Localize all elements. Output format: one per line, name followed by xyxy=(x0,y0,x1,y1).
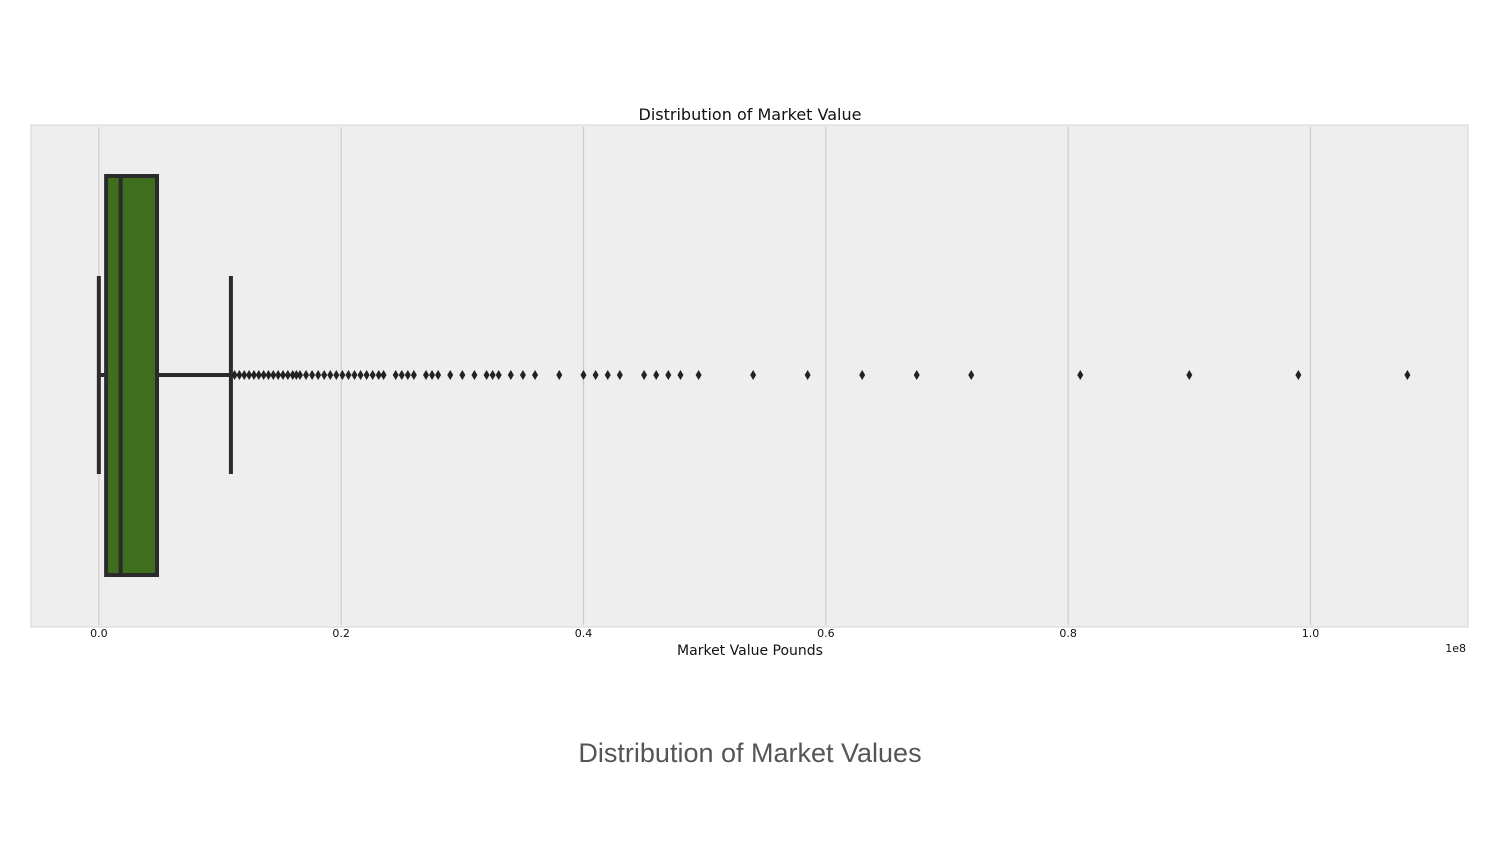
outlier-point xyxy=(519,370,526,380)
x-tick-label: 0.4 xyxy=(575,627,593,640)
outlier-point xyxy=(422,370,429,380)
x-axis-offset-label: 1e8 xyxy=(1445,642,1466,655)
outlier-point xyxy=(260,370,267,380)
outlier-point xyxy=(695,370,702,380)
outlier-point xyxy=(363,370,370,380)
box-group xyxy=(96,174,233,577)
x-gridlines xyxy=(98,127,1312,625)
outlier-point xyxy=(592,370,599,380)
x-tick-label: 0.2 xyxy=(332,627,350,640)
outlier-point xyxy=(351,370,358,380)
x-tick-labels: 0.0 0.2 0.4 0.6 0.8 1.0 xyxy=(90,627,1319,640)
outlier-point xyxy=(507,370,514,380)
outlier-points xyxy=(231,370,1411,380)
outlier-point xyxy=(357,370,364,380)
outlier-point xyxy=(309,370,316,380)
outlier-point xyxy=(380,370,387,380)
outlier-point xyxy=(296,370,303,380)
outlier-point xyxy=(410,370,417,380)
outlier-point xyxy=(580,370,587,380)
outlier-point xyxy=(333,370,340,380)
outlier-point xyxy=(447,370,454,380)
outlier-point xyxy=(321,370,328,380)
outlier-point xyxy=(275,370,282,380)
outlier-point xyxy=(327,370,334,380)
outlier-point xyxy=(968,370,975,380)
outlier-point xyxy=(604,370,611,380)
outlier-point xyxy=(255,370,262,380)
outlier-point xyxy=(435,370,442,380)
x-axis-label: Market Value Pounds xyxy=(677,643,823,659)
outlier-point xyxy=(859,370,866,380)
outlier-point xyxy=(459,370,466,380)
outlier-point xyxy=(369,370,376,380)
outlier-point xyxy=(616,370,623,380)
outlier-point xyxy=(236,370,243,380)
outlier-point xyxy=(489,370,496,380)
outlier-point xyxy=(495,370,502,380)
outlier-point xyxy=(804,370,811,380)
chart-title: Distribution of Market Value xyxy=(639,105,862,124)
outlier-point xyxy=(653,370,660,380)
outlier-point xyxy=(241,370,248,380)
slide-caption: Distribution of Market Values xyxy=(578,738,922,768)
x-tick-label: 1.0 xyxy=(1302,627,1320,640)
x-tick-label: 0.6 xyxy=(817,627,835,640)
outlier-point xyxy=(293,370,300,380)
outlier-point xyxy=(303,370,310,380)
outlier-point xyxy=(429,370,436,380)
outlier-point xyxy=(231,370,238,380)
outlier-point xyxy=(532,370,539,380)
outlier-point xyxy=(375,370,382,380)
outlier-point xyxy=(250,370,257,380)
outlier-point xyxy=(677,370,684,380)
outlier-point xyxy=(270,370,277,380)
outlier-point xyxy=(339,370,346,380)
outlier-point xyxy=(641,370,648,380)
outlier-point xyxy=(404,370,411,380)
outlier-point xyxy=(265,370,272,380)
outlier-point xyxy=(1295,370,1302,380)
outlier-point xyxy=(471,370,478,380)
outlier-point xyxy=(1077,370,1084,380)
outlier-point xyxy=(392,370,399,380)
outlier-point xyxy=(246,370,253,380)
outlier-point xyxy=(483,370,490,380)
outlier-point xyxy=(750,370,757,380)
outlier-point xyxy=(284,370,291,380)
outlier-point xyxy=(398,370,405,380)
outlier-point xyxy=(665,370,672,380)
x-tick-label: 0.0 xyxy=(90,627,108,640)
outlier-point xyxy=(289,370,296,380)
outlier-point xyxy=(345,370,352,380)
outlier-point xyxy=(913,370,920,380)
outlier-point xyxy=(315,370,322,380)
outlier-point xyxy=(556,370,563,380)
x-tick-label: 0.8 xyxy=(1059,627,1077,640)
iqr-box xyxy=(104,174,160,577)
outlier-point xyxy=(280,370,287,380)
outlier-point xyxy=(1404,370,1411,380)
outlier-point xyxy=(1186,370,1193,380)
